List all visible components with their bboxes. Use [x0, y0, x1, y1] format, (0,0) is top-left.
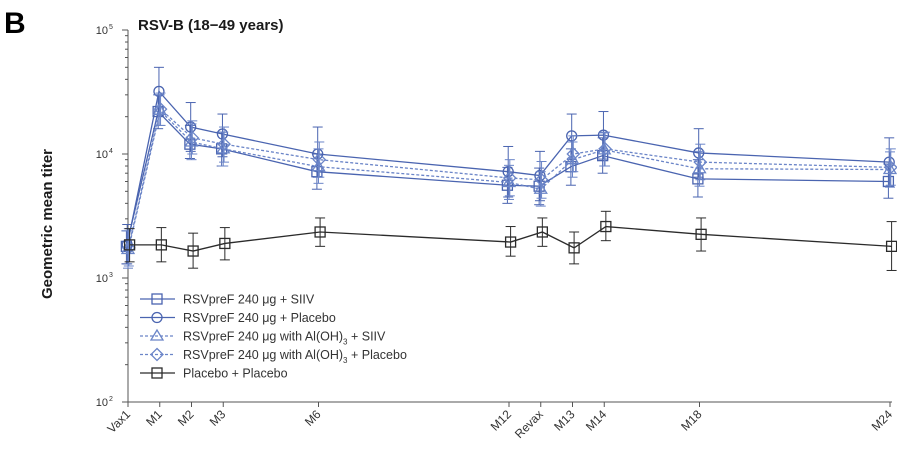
data-point — [597, 129, 610, 141]
y-tick-exponent: 5 — [109, 24, 113, 31]
data-point — [187, 245, 199, 257]
y-tick-label: 10 — [96, 273, 108, 285]
data-point — [153, 85, 165, 98]
plot-area — [120, 66, 897, 271]
data-point — [155, 239, 168, 251]
data-point — [693, 155, 708, 170]
legend-label: RSVpreF 240 μg + Placebo — [183, 311, 336, 325]
legend-label-main: RSVpreF 240 μg with Al(OH) — [183, 330, 343, 344]
y-tick-exponent: 2 — [109, 396, 113, 403]
legend: RSVpreF 240 μg + SIIV RSVpreF 240 μg + Pl… — [140, 293, 407, 381]
legend-label-suffix: + Placebo — [348, 348, 407, 362]
data-point — [185, 130, 200, 145]
data-point — [600, 220, 612, 233]
x-tick-label: M13 — [551, 407, 578, 434]
x-tick-label: M1 — [143, 407, 165, 429]
data-point — [534, 172, 549, 187]
data-point — [883, 160, 897, 175]
legend-label-main: Placebo + Placebo — [183, 367, 288, 381]
y-tick-exponent: 4 — [109, 148, 113, 155]
y-axis-label: Geometric mean titer — [39, 149, 56, 299]
data-point — [536, 226, 548, 238]
data-point — [185, 121, 197, 133]
legend-label-subscript: 3 — [343, 338, 348, 347]
legend-marker — [151, 293, 163, 305]
legend-item-1: RSVpreF 240 μg + Placebo — [140, 311, 336, 325]
legend-marker — [151, 367, 163, 379]
legend-label: RSVpreF 240 μg + SIIV — [183, 293, 315, 307]
legend-label: RSVpreF 240 μg with Al(OH)3 + SIIV — [183, 330, 386, 347]
x-tick-label: M3 — [207, 407, 229, 429]
y-tick-label: 10 — [96, 397, 108, 409]
legend-item-2: RSVpreF 240 μg with Al(OH)3 + SIIV — [140, 328, 386, 347]
data-point — [692, 173, 704, 185]
legend-marker — [151, 311, 163, 324]
data-point — [598, 141, 612, 156]
data-point — [314, 226, 326, 238]
legend-marker — [150, 347, 164, 362]
data-point — [533, 181, 548, 194]
data-point — [566, 147, 581, 161]
y-tick-label: 10 — [96, 25, 108, 37]
legend-label-suffix: + SIIV — [348, 330, 387, 344]
legend-label: Placebo + Placebo — [183, 367, 288, 381]
data-point — [217, 137, 231, 152]
x-tick-label: M14 — [583, 407, 610, 434]
legend-item-0: RSVpreF 240 μg + SIIV — [140, 293, 315, 307]
data-point — [153, 102, 168, 117]
legend-label-main: RSVpreF 240 μg + Placebo — [183, 311, 336, 325]
legend-marker — [149, 328, 165, 341]
panel-label: B — [4, 7, 26, 40]
x-tick-label: M18 — [678, 407, 705, 434]
chart-title: RSV-B (18−49 years) — [138, 17, 284, 34]
x-tick-label: Revax — [512, 407, 546, 441]
series-3 — [121, 92, 897, 267]
data-point — [219, 237, 231, 250]
data-point — [695, 228, 707, 240]
legend-label-main: RSVpreF 240 μg + SIIV — [183, 293, 315, 307]
legend-item-4: Placebo + Placebo — [140, 367, 288, 381]
series-4 — [123, 210, 897, 271]
legend-label: RSVpreF 240 μg with Al(OH)3 + Placebo — [183, 348, 407, 365]
legend-label-main: RSVpreF 240 μg with Al(OH) — [183, 348, 343, 362]
data-point — [504, 236, 517, 248]
legend-label-subscript: 3 — [343, 356, 348, 365]
x-tick-label: M12 — [488, 407, 515, 434]
x-tick-label: Vax1 — [105, 407, 134, 436]
data-point — [312, 152, 327, 167]
data-point — [568, 242, 580, 254]
data-point — [534, 169, 546, 182]
x-tick-label: M2 — [175, 407, 197, 429]
x-tick-label: M24 — [869, 407, 896, 434]
y-tick-exponent: 3 — [109, 272, 113, 279]
data-point — [311, 159, 326, 172]
data-point — [123, 239, 136, 251]
data-point — [692, 161, 707, 174]
data-point — [502, 171, 517, 185]
x-tick-label: M6 — [302, 407, 324, 429]
legend-item-3: RSVpreF 240 μg with Al(OH)3 + Placebo — [140, 347, 407, 365]
y-tick-label: 10 — [96, 149, 108, 161]
series-line — [127, 109, 891, 250]
